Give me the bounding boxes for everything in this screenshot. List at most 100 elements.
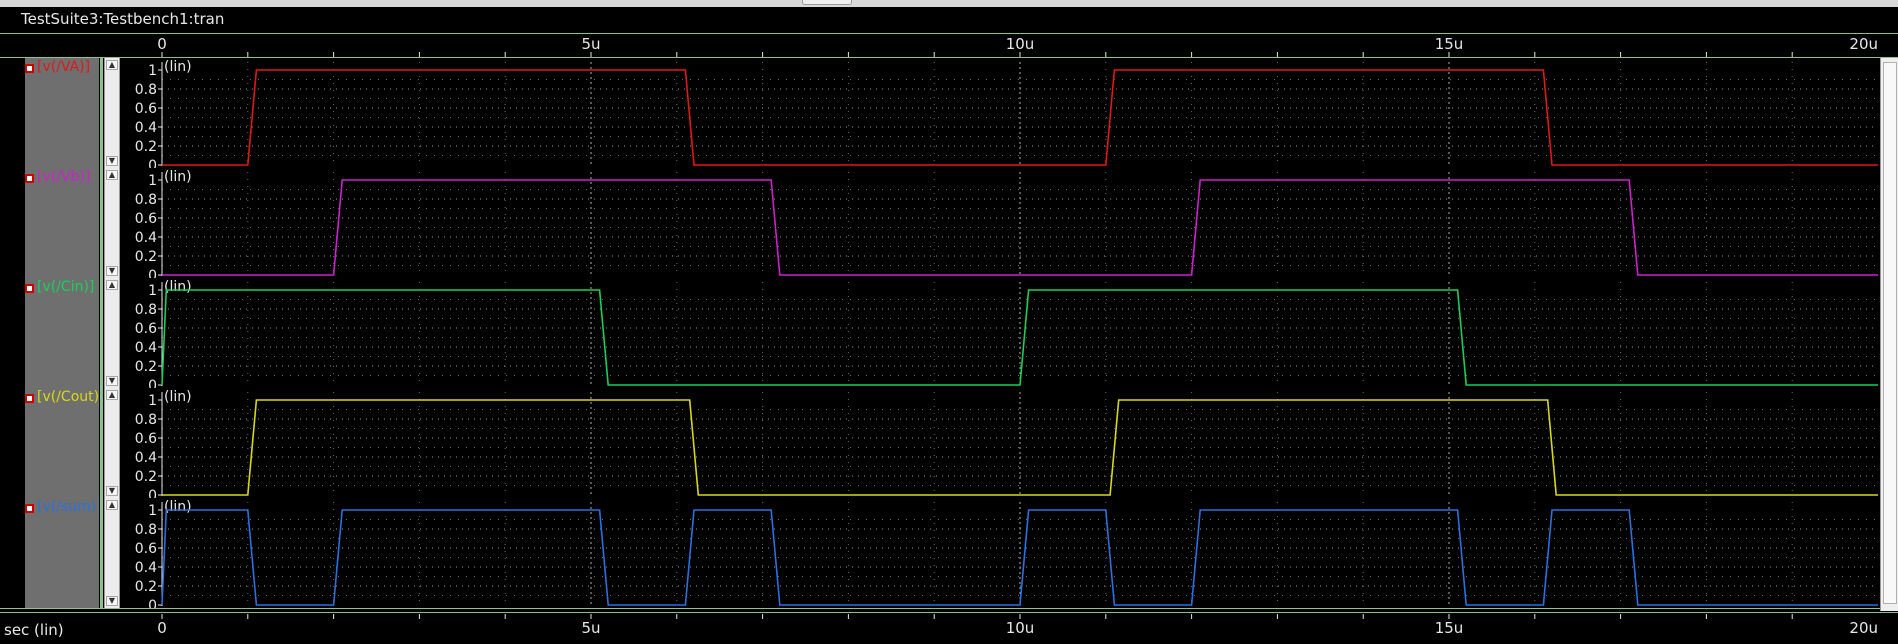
waveform-plot: 1 0.8 0.6 0.4 0.2 0 (lin) [135,279,1878,388]
scroll-up-icon[interactable]: ▲ [106,390,118,400]
y-tick-label: 0 [148,378,157,388]
x-axis-bottom: 0 5u 10u 15u 20u sec (lin) [0,612,1898,644]
scroll-down-icon[interactable]: ▼ [106,266,118,276]
trace-label-column [25,168,99,278]
y-scale-label: (lin) [164,59,192,75]
scroll-up-icon[interactable]: ▲ [106,500,118,510]
strip-scrollbar[interactable]: ▲ ▼ [104,278,120,388]
x-tick-label: 10u [1006,619,1035,637]
y-tick-label: 0.6 [135,211,157,227]
right-scrollbar-thumb[interactable] [1883,62,1897,604]
y-tick-label: 1 [148,63,157,79]
strip-label-area [0,498,24,608]
scroll-down-icon[interactable]: ▼ [106,376,118,386]
signal-name[interactable]: [v(/sum)] [37,499,99,515]
trace-label-column [25,278,99,388]
strip-scrollbar[interactable]: ▲ ▼ [104,58,120,168]
y-tick-label: 0.2 [135,579,157,595]
strip-label-area [0,388,24,498]
x-axis-unit-label: sec (lin) [4,621,64,639]
scroll-up-icon[interactable]: ▲ [106,170,118,180]
waveform-plot: 1 0.8 0.6 0.4 0.2 0 (lin) [135,169,1878,278]
x-tick-label: 20u [1849,619,1878,637]
scroll-down-icon[interactable]: ▼ [106,596,118,606]
y-tick-label: 0.8 [135,302,157,318]
y-tick-label: 0 [148,598,157,608]
strip-divider [100,168,103,278]
strip-scrollbar[interactable]: ▲ ▼ [104,168,120,278]
y-scale-label: (lin) [164,279,192,295]
y-tick-label: 0.4 [135,120,157,136]
signal-strip: [v(/Vb)] ▲ ▼ 1 0.8 0.6 0.4 0.2 0 (lin) [0,168,1898,279]
trace-label-column [25,498,99,608]
scroll-up-icon[interactable]: ▲ [106,280,118,290]
y-tick-label: 0.8 [135,192,157,208]
y-tick-label: 0.4 [135,560,157,576]
y-tick-label: 0 [148,158,157,168]
signal-name[interactable]: [v(/VA)] [37,59,91,75]
waveform-trace[interactable] [162,399,1878,496]
y-tick-label: 0.4 [135,340,157,356]
y-tick-label: 1 [148,283,157,299]
signal-strip: [v(/Cout)] ▲ ▼ 1 0.8 0.6 0.4 0.2 0 (lin) [0,388,1898,499]
strip-label-area [0,168,24,278]
y-tick-label: 0.2 [135,469,157,485]
signal-select-icon[interactable] [25,174,34,183]
y-scale-label: (lin) [164,389,192,405]
x-axis-top-ticks: 0 5u 10u 15u 20u [157,35,1878,57]
signal-select-icon[interactable] [25,284,34,293]
signal-select-icon[interactable] [25,64,34,73]
x-axis-top: 0 5u 10u 15u 20u [0,34,1898,58]
drag-handle[interactable] [802,0,852,5]
y-tick-label: 1 [148,173,157,189]
trace-label-column [25,388,99,498]
y-tick-label: 0 [148,488,157,498]
signal-name[interactable]: [v(/Cout)] [37,389,99,405]
waveform-trace[interactable] [161,289,1878,386]
x-tick-label: 15u [1435,619,1464,637]
x-tick-label: 10u [1006,35,1035,53]
strip-divider [100,278,103,388]
signal-name[interactable]: [v(/Cin)] [37,279,95,295]
x-tick-label: 20u [1849,35,1878,53]
waveform-plot: 1 0.8 0.6 0.4 0.2 0 (lin) [135,59,1878,168]
y-tick-label: 0.8 [135,82,157,98]
strip-scrollbar[interactable]: ▲ ▼ [104,388,120,498]
signal-select-icon[interactable] [25,504,34,513]
y-tick-label: 0.8 [135,522,157,538]
right-scrollbar[interactable] [1880,58,1898,611]
scroll-down-icon[interactable]: ▼ [106,486,118,496]
y-tick-label: 0.2 [135,139,157,155]
waveform-trace[interactable] [162,179,1878,276]
x-tick-label: 0 [157,619,167,637]
strip-divider [100,58,103,168]
trace-label-column [25,58,99,168]
y-tick-label: 0.4 [135,450,157,466]
y-tick-label: 0.6 [135,321,157,337]
y-tick-label: 0.2 [135,359,157,375]
y-tick-label: 0 [148,268,157,278]
strip-label-area [0,58,24,168]
x-tick-label: 5u [581,35,600,53]
y-scale-label: (lin) [164,169,192,185]
waveform-trace[interactable] [161,509,1878,606]
signal-name[interactable]: [v(/Vb)] [37,169,91,185]
x-tick-label: 0 [157,35,167,53]
scroll-down-icon[interactable]: ▼ [106,156,118,166]
strip-divider [100,498,103,608]
y-tick-label: 0.8 [135,412,157,428]
signal-select-icon[interactable] [25,394,34,403]
waveform-title-bar: TestSuite3:Testbench1:tran [0,7,1898,34]
x-tick-label: 5u [581,619,600,637]
strip-scrollbar[interactable]: ▲ ▼ [104,498,120,608]
x-axis-bottom-ticks: 0 5u 10u 15u 20u [157,614,1878,637]
y-tick-label: 0.4 [135,230,157,246]
strip-divider [100,388,103,498]
scroll-up-icon[interactable]: ▲ [106,60,118,70]
waveform-trace[interactable] [162,69,1878,166]
y-tick-label: 0.6 [135,431,157,447]
top-strip [0,0,1898,7]
y-tick-label: 0.2 [135,249,157,265]
y-tick-label: 0.6 [135,541,157,557]
x-tick-label: 15u [1435,35,1464,53]
